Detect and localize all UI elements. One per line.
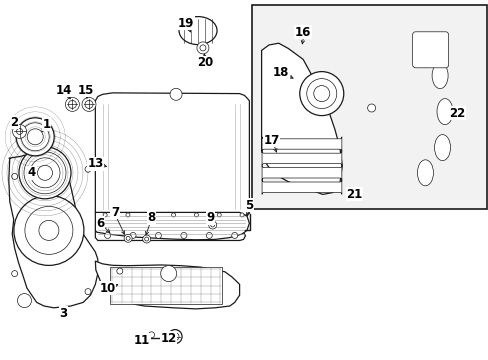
Ellipse shape [30,158,60,188]
Ellipse shape [16,118,54,156]
Ellipse shape [19,147,71,199]
Ellipse shape [434,135,449,161]
Text: 17: 17 [263,134,279,147]
Circle shape [194,213,198,217]
Circle shape [39,220,59,240]
Circle shape [18,294,31,307]
Ellipse shape [179,17,217,45]
Ellipse shape [38,165,52,180]
Circle shape [13,125,26,138]
Bar [110,267,222,304]
FancyBboxPatch shape [262,166,341,180]
Circle shape [171,213,175,217]
Circle shape [181,233,186,238]
Polygon shape [9,153,98,308]
Text: 4: 4 [28,166,36,179]
Text: 13: 13 [87,157,103,170]
Text: 7: 7 [111,206,119,219]
FancyBboxPatch shape [262,151,341,166]
Circle shape [274,176,290,192]
Polygon shape [95,230,245,240]
Polygon shape [95,93,249,217]
Ellipse shape [417,160,432,186]
Text: 1: 1 [42,118,50,131]
Circle shape [103,213,107,217]
Circle shape [171,333,179,341]
FancyBboxPatch shape [262,180,341,194]
Circle shape [82,98,96,111]
Circle shape [65,98,79,111]
Text: 2: 2 [11,116,19,129]
Circle shape [170,88,182,100]
Circle shape [148,213,152,217]
Circle shape [126,236,130,240]
Circle shape [278,180,286,188]
Circle shape [12,271,18,276]
Ellipse shape [21,123,49,151]
Text: 18: 18 [272,66,289,78]
Circle shape [17,129,22,134]
Circle shape [313,86,329,102]
Polygon shape [95,261,239,309]
Circle shape [367,104,375,112]
Circle shape [206,233,212,238]
Circle shape [197,42,208,54]
Circle shape [85,166,91,172]
Circle shape [12,174,18,179]
Circle shape [142,235,150,243]
Ellipse shape [27,129,43,145]
Text: 3: 3 [60,307,67,320]
Text: 10: 10 [99,282,116,294]
Circle shape [85,100,93,108]
Text: 8: 8 [147,211,155,224]
Circle shape [168,330,182,343]
Circle shape [161,266,176,282]
Circle shape [299,72,343,116]
Circle shape [130,233,136,238]
Circle shape [217,213,221,217]
Circle shape [306,78,336,109]
Circle shape [85,289,91,294]
Text: 6: 6 [96,217,104,230]
Text: 20: 20 [197,57,213,69]
Circle shape [295,75,303,83]
Text: 22: 22 [448,107,465,120]
Circle shape [155,233,161,238]
Circle shape [25,206,73,255]
FancyBboxPatch shape [262,137,341,151]
Circle shape [104,233,110,238]
Ellipse shape [431,63,447,89]
Ellipse shape [24,152,66,194]
Text: 19: 19 [177,17,194,30]
Ellipse shape [436,99,452,125]
Circle shape [126,213,130,217]
Text: 11: 11 [133,334,150,347]
Text: 14: 14 [55,84,72,96]
Text: 5: 5 [245,199,253,212]
Polygon shape [95,212,249,240]
Circle shape [144,237,148,241]
Text: 9: 9 [206,211,214,224]
Circle shape [210,223,214,227]
Circle shape [240,213,244,217]
Bar [251,5,486,209]
Circle shape [208,221,216,229]
Circle shape [200,45,205,51]
Ellipse shape [417,41,432,67]
Polygon shape [261,43,342,194]
Text: 12: 12 [160,332,177,345]
Circle shape [148,332,154,338]
Circle shape [14,195,84,265]
Text: 16: 16 [294,26,311,39]
Circle shape [68,100,76,108]
Circle shape [231,233,237,238]
Circle shape [117,268,122,274]
Text: 21: 21 [346,188,362,201]
Text: 15: 15 [77,84,94,96]
Circle shape [124,234,132,242]
FancyBboxPatch shape [412,32,447,68]
